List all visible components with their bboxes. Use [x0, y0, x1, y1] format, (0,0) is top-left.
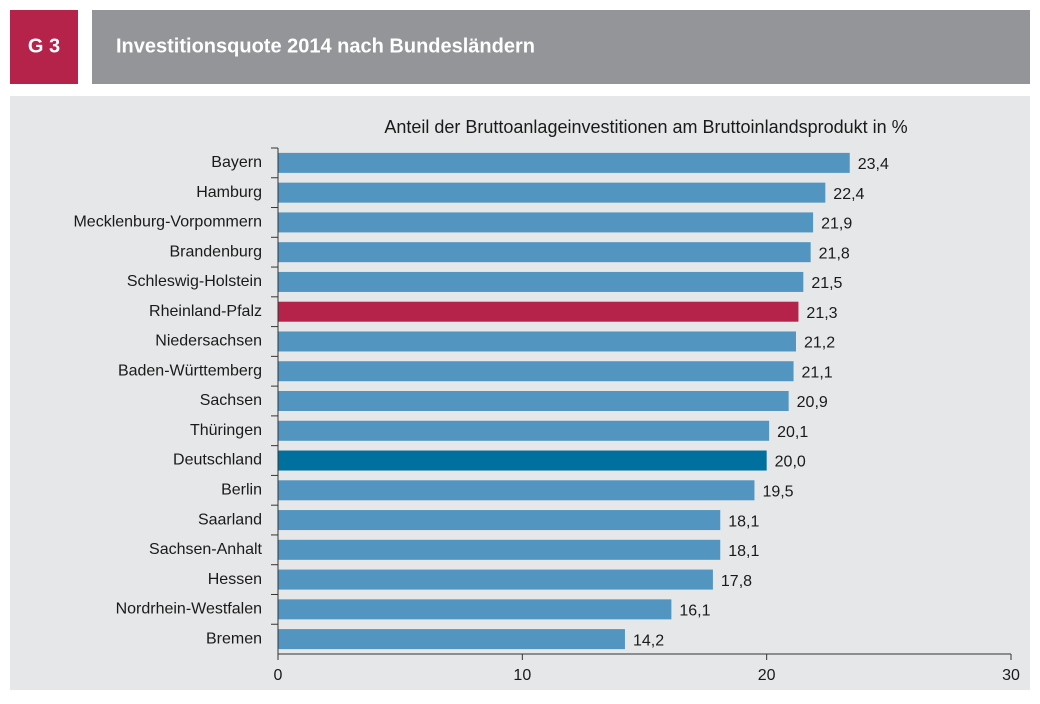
value-label: 18,1: [728, 513, 759, 530]
value-label: 20,9: [797, 394, 828, 411]
category-label: Berlin: [221, 482, 262, 499]
category-label: Thüringen: [190, 422, 262, 439]
chart-subtitle: Anteil der Bruttoanlageinvestitionen am …: [384, 117, 907, 137]
category-label: Brandenburg: [169, 243, 262, 260]
bar: [278, 629, 625, 650]
value-label: 16,1: [679, 603, 710, 620]
value-label: 14,2: [633, 632, 664, 649]
label-box: [10, 10, 78, 84]
category-label: Bremen: [206, 630, 262, 647]
x-tick-label: 10: [513, 667, 531, 684]
bar: [278, 539, 721, 560]
value-label: 21,1: [802, 364, 833, 381]
title-box: [92, 10, 1030, 84]
value-label: 21,2: [804, 335, 835, 352]
bar: [278, 569, 713, 590]
value-label: 18,1: [728, 543, 759, 560]
bar: [278, 480, 755, 501]
value-label: 23,4: [858, 156, 889, 173]
category-label: Nordrhein-Westfalen: [116, 601, 262, 618]
bar: [278, 391, 789, 411]
bar: [278, 242, 811, 263]
chart-label: G 3: [28, 35, 60, 57]
chart-title: Investitionsquote 2014 nach Bundesländer…: [116, 35, 535, 57]
bar: [278, 331, 796, 352]
value-label: 21,9: [821, 216, 852, 233]
category-label: Sachsen: [200, 392, 262, 409]
value-label: 19,5: [762, 484, 793, 501]
category-label: Mecklenburg-Vorpommern: [73, 214, 262, 231]
category-label: Hessen: [208, 571, 262, 588]
category-label: Deutschland: [173, 452, 262, 469]
value-label: 20,1: [777, 424, 808, 441]
bar: [278, 152, 850, 173]
value-label: 22,4: [833, 186, 864, 203]
category-label: Sachsen-Anhalt: [149, 541, 263, 558]
bar: [278, 182, 826, 203]
category-label: Rheinland-Pfalz: [149, 303, 262, 320]
bar: [278, 301, 799, 322]
bar: [278, 361, 794, 382]
category-label: Hamburg: [196, 184, 262, 201]
bar: [278, 510, 721, 531]
value-label: 17,8: [721, 573, 752, 590]
bar: [278, 599, 672, 620]
bar: [278, 420, 770, 441]
bar: [278, 212, 814, 233]
value-label: 21,8: [819, 245, 850, 262]
category-label: Niedersachsen: [155, 333, 262, 350]
bar: [278, 271, 804, 292]
bar: [278, 450, 767, 471]
category-label: Bayern: [211, 154, 262, 171]
x-tick-label: 30: [1002, 667, 1020, 684]
category-label: Baden-Württemberg: [118, 362, 262, 379]
x-tick-label: 20: [758, 667, 776, 684]
category-label: Saarland: [198, 511, 262, 528]
value-label: 21,3: [806, 305, 837, 322]
value-label: 21,5: [811, 275, 842, 292]
category-label: Schleswig-Holstein: [127, 273, 262, 290]
x-tick-label: 0: [274, 667, 283, 684]
value-label: 20,0: [775, 454, 806, 471]
